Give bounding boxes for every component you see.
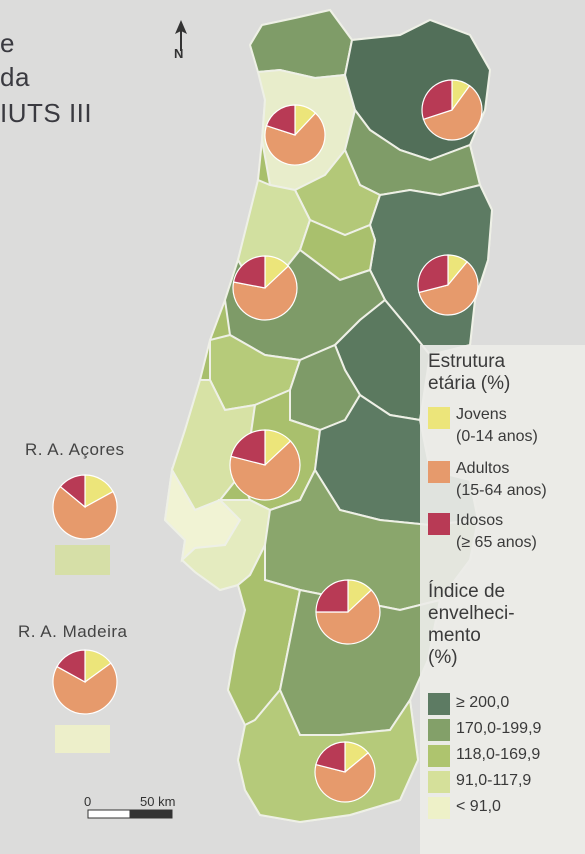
acores-swatch	[55, 545, 110, 575]
legend-swatch-class-2	[428, 719, 450, 741]
title-fragment-1: e	[0, 28, 15, 58]
scale-distance-label: 50 km	[140, 794, 176, 809]
legend-jovens-2: (0-14 anos)	[456, 428, 538, 445]
legend-swatch-adultos	[428, 461, 450, 483]
title-fragment-2: da	[0, 62, 30, 92]
pie-centro-slice-2	[230, 429, 266, 466]
legend-adultos-2: (15-64 anos)	[456, 482, 547, 499]
legend-jovens-1: Jovens	[456, 406, 507, 423]
acores-label: R. A. Açores	[25, 440, 125, 459]
legend-index-title-4: (%)	[428, 647, 458, 668]
madeira-label: R. A. Madeira	[18, 622, 128, 641]
legend-swatch-class-1	[428, 693, 450, 715]
legend-swatch-class-3	[428, 745, 450, 767]
madeira-swatch	[55, 725, 110, 753]
north-label: N	[174, 46, 184, 61]
legend-class-1: ≥ 200,0	[456, 694, 510, 711]
pie-acores-slice-1	[52, 485, 118, 540]
pie-aveiro-slice-1	[232, 265, 298, 321]
pie-aveiro	[232, 255, 298, 321]
pie-algarve	[314, 741, 376, 803]
pie-centro-slice-1	[229, 440, 301, 501]
pie-alentejo-slice-1	[315, 589, 381, 645]
pie-acores	[52, 474, 118, 540]
legend-swatch-class-5	[428, 797, 450, 819]
pie-tras-os-montes	[421, 79, 483, 141]
pie-cavado	[264, 104, 326, 166]
pie-beiras	[417, 254, 479, 316]
legend-class-4: 91,0-117,9	[456, 772, 532, 789]
pie-tras-os-montes-slice-2	[421, 79, 453, 121]
pie-algarve-slice-1	[314, 752, 376, 803]
pie-madeira-slice-1	[52, 662, 118, 715]
legend-structure-title-1: Estrutura	[428, 351, 506, 372]
legend-index-title-3: mento	[428, 625, 481, 646]
legend-swatch-class-4	[428, 771, 450, 793]
pie-beiras-slice-1	[418, 261, 479, 316]
legend-idosos-2: (≥ 65 anos)	[456, 534, 537, 551]
scale-zero-label: 0	[84, 794, 92, 809]
legend-idosos-1: Idosos	[456, 512, 504, 529]
pie-cavado-slice-2	[265, 104, 296, 136]
pie-aveiro-slice-2	[232, 255, 266, 289]
scale-bar	[87, 809, 173, 819]
legend-structure-title-2: etária (%)	[428, 373, 511, 394]
pie-madeira	[52, 649, 118, 715]
pie-alentejo-slice-2	[315, 579, 349, 613]
legend-class-2: 170,0-199,9	[456, 720, 542, 737]
pie-acores-slice-2	[59, 474, 86, 509]
pie-algarve-slice-2	[315, 741, 346, 773]
legend-class-3: 118,0-169,9	[456, 746, 541, 763]
legend-index-title-2: envelheci-	[428, 603, 515, 624]
legend-class-5: < 91,0	[456, 798, 501, 815]
legend-swatch-idosos	[428, 513, 450, 535]
title-fragment-3: IUTS III	[0, 98, 93, 128]
north-arrow-icon	[175, 20, 187, 51]
legend: Estrutura etária (%) Jovens (0-14 anos) …	[420, 345, 585, 854]
pie-madeira-slice-2	[56, 649, 86, 684]
legend-swatch-jovens	[428, 407, 450, 429]
pie-alentejo	[315, 579, 381, 645]
legend-adultos-1: Adultos	[456, 460, 510, 477]
pie-centro	[229, 429, 301, 501]
pie-tras-os-montes-slice-1	[422, 84, 483, 141]
legend-index-title-1: Índice de	[428, 581, 506, 602]
pie-beiras-slice-2	[417, 254, 449, 294]
pie-cavado-slice-1	[264, 112, 326, 166]
